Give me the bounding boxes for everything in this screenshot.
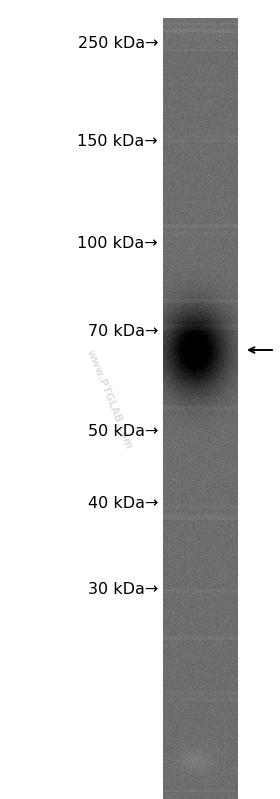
Text: 50 kDa→: 50 kDa→ [88, 424, 158, 439]
Text: 150 kDa→: 150 kDa→ [77, 134, 158, 149]
Text: 30 kDa→: 30 kDa→ [88, 582, 158, 598]
Text: 70 kDa→: 70 kDa→ [88, 324, 158, 340]
Text: 40 kDa→: 40 kDa→ [88, 496, 158, 511]
Text: 250 kDa→: 250 kDa→ [78, 37, 158, 51]
Text: 100 kDa→: 100 kDa→ [77, 237, 158, 252]
Text: www.PTGLAB.com: www.PTGLAB.com [85, 348, 134, 451]
